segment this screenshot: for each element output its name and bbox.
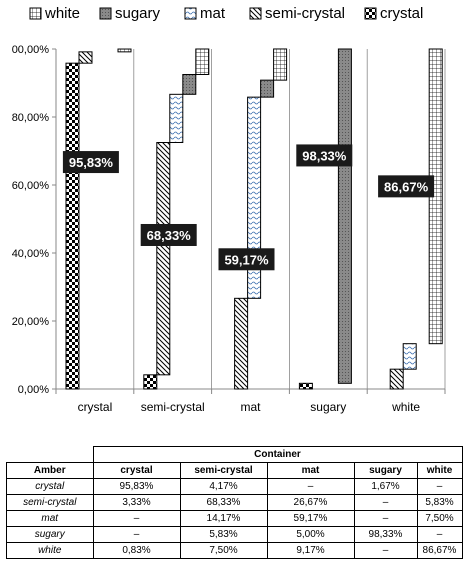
bar-mat-mat (247, 96, 262, 299)
bar-semi-crystal-white (195, 48, 210, 75)
legend-swatch-mat (184, 7, 197, 20)
table-cell: 95,83% (92, 478, 181, 495)
bar-mat-sugary (260, 79, 275, 98)
data-label: 95,83% (69, 155, 114, 170)
data-label-box (296, 144, 353, 167)
y-tick-label: 40,00% (12, 248, 50, 260)
table-cell: 5,83% (416, 494, 463, 511)
table-cell: 0,83% (92, 542, 181, 559)
bar-mat-semi-crystal (234, 297, 249, 390)
bar-white-semi-crystal (389, 368, 404, 390)
y-tick-label: 20,00% (12, 316, 50, 328)
table-column-header: sugary (353, 462, 418, 479)
table-column-header: semi-crystal (179, 462, 268, 479)
table-cell: 9,17% (266, 542, 355, 559)
legend-label-crystal: crystal (380, 5, 423, 22)
table-row: crystal 95,83% 4,17% –1,67% – (6, 478, 463, 495)
legend-swatch-white (29, 7, 42, 20)
table-cell: 59,17% (266, 510, 355, 527)
bar-crystal-semi-crystal (78, 51, 93, 64)
x-tick-label: mat (240, 400, 261, 414)
data-table: Container Amber crystal semi-crystal mat suga… (6, 446, 463, 559)
table-cell: 3,33% (92, 494, 181, 511)
table-row: semi-crystal 3,33% 68,33% 26,67% –5,83% (6, 494, 463, 511)
y-tick-label: 0,00% (18, 384, 49, 396)
x-tick-label: semi-crystal (141, 400, 205, 414)
plot-area: 0,00% 20,00% 40,00% 60,00% 80,00% 00,00% cryst… (12, 44, 446, 414)
legend: white sugary mat semi-crystal crystal (29, 5, 423, 22)
table-row: mat –14,17% 59,17% –7,50% (6, 510, 463, 527)
stacked-bar-chart: white sugary mat semi-crystal crystal 0,00% 2… (12, 5, 446, 414)
data-label: 98,33% (302, 148, 347, 163)
data-table-container: Container Amber crystal semi-crystal mat suga… (6, 446, 463, 559)
table-cell: – (416, 478, 463, 495)
table-cell: 4,17% (179, 478, 268, 495)
table-row-label: mat (6, 510, 94, 527)
table-cell: – (416, 526, 463, 543)
table-cell: 7,50% (179, 542, 268, 559)
table-row: sugary –5,83% 5,00% 98,33% – (6, 526, 463, 543)
table-cell: – (92, 526, 181, 543)
table-column-header: mat (266, 462, 355, 479)
data-label: 68,33% (147, 228, 192, 243)
legend-swatch-sugary (99, 7, 112, 20)
table-group-header: Container (92, 446, 463, 463)
bar-crystal-crystal (65, 62, 80, 390)
data-label-box (218, 248, 275, 271)
x-tick-label: white (391, 400, 420, 414)
table-row-label: white (6, 542, 94, 559)
bar-mat-white (273, 48, 288, 81)
bar-semi-crystal-sugary (182, 74, 197, 95)
table-cell: 14,17% (179, 510, 268, 527)
table-row-label: crystal (6, 478, 94, 495)
table-header-row: Container (7, 446, 463, 463)
bar-white-mat (402, 343, 417, 370)
table-cell: 68,33% (179, 494, 268, 511)
table-cell: – (353, 510, 418, 527)
table-column-header-row: Amber crystal semi-crystal mat sugary white (6, 462, 463, 479)
legend-label-semi-crystal: semi-crystal (265, 5, 345, 22)
table-column-header: crystal (92, 462, 181, 479)
bar-semi-crystal-mat (169, 93, 184, 143)
table-cell: 86,67% (416, 542, 463, 559)
legend-label-white: white (44, 5, 80, 22)
x-tick-label: sugary (310, 400, 346, 414)
bar-crystal-white (117, 48, 132, 53)
bar-semi-crystal-semi-crystal (156, 142, 171, 376)
legend-label-mat: mat (200, 5, 226, 22)
bar-sugary-sugary (337, 48, 352, 384)
table-row: white 0,83% 7,50% 9,17% –86,67% (6, 542, 463, 559)
data-label-box (140, 223, 197, 246)
table-cell: 26,67% (266, 494, 355, 511)
table-cell: 5,83% (179, 526, 268, 543)
table-cell: 1,67% (353, 478, 418, 495)
table-cell: 7,50% (416, 510, 463, 527)
table-cell: – (266, 478, 355, 495)
table-cell: 5,00% (266, 526, 355, 543)
table-row-label: semi-crystal (6, 494, 94, 511)
data-label-box (378, 175, 435, 198)
data-label: 59,17% (224, 252, 269, 267)
y-tick-label: 60,00% (12, 180, 50, 192)
table-cell: – (353, 494, 418, 511)
bar-sugary-crystal (298, 382, 313, 390)
table-column-header: white (416, 462, 463, 479)
legend-swatch-semi-crystal (249, 7, 262, 20)
table-cell: – (92, 510, 181, 527)
table-row-header-title: Amber (6, 462, 94, 479)
x-tick-label: crystal (78, 400, 113, 414)
table-row-label: sugary (6, 526, 94, 543)
legend-swatch-crystal (364, 7, 377, 20)
table-corner (7, 447, 94, 463)
legend-label-sugary: sugary (115, 5, 161, 22)
table-cell: – (353, 542, 418, 559)
data-label: 86,67% (384, 179, 429, 194)
data-label-box (62, 151, 119, 174)
y-tick-label: 80,00% (12, 112, 50, 124)
y-tick-label: 00,00% (12, 44, 50, 56)
bar-semi-crystal-crystal (143, 374, 158, 390)
table-cell: 98,33% (353, 526, 418, 543)
